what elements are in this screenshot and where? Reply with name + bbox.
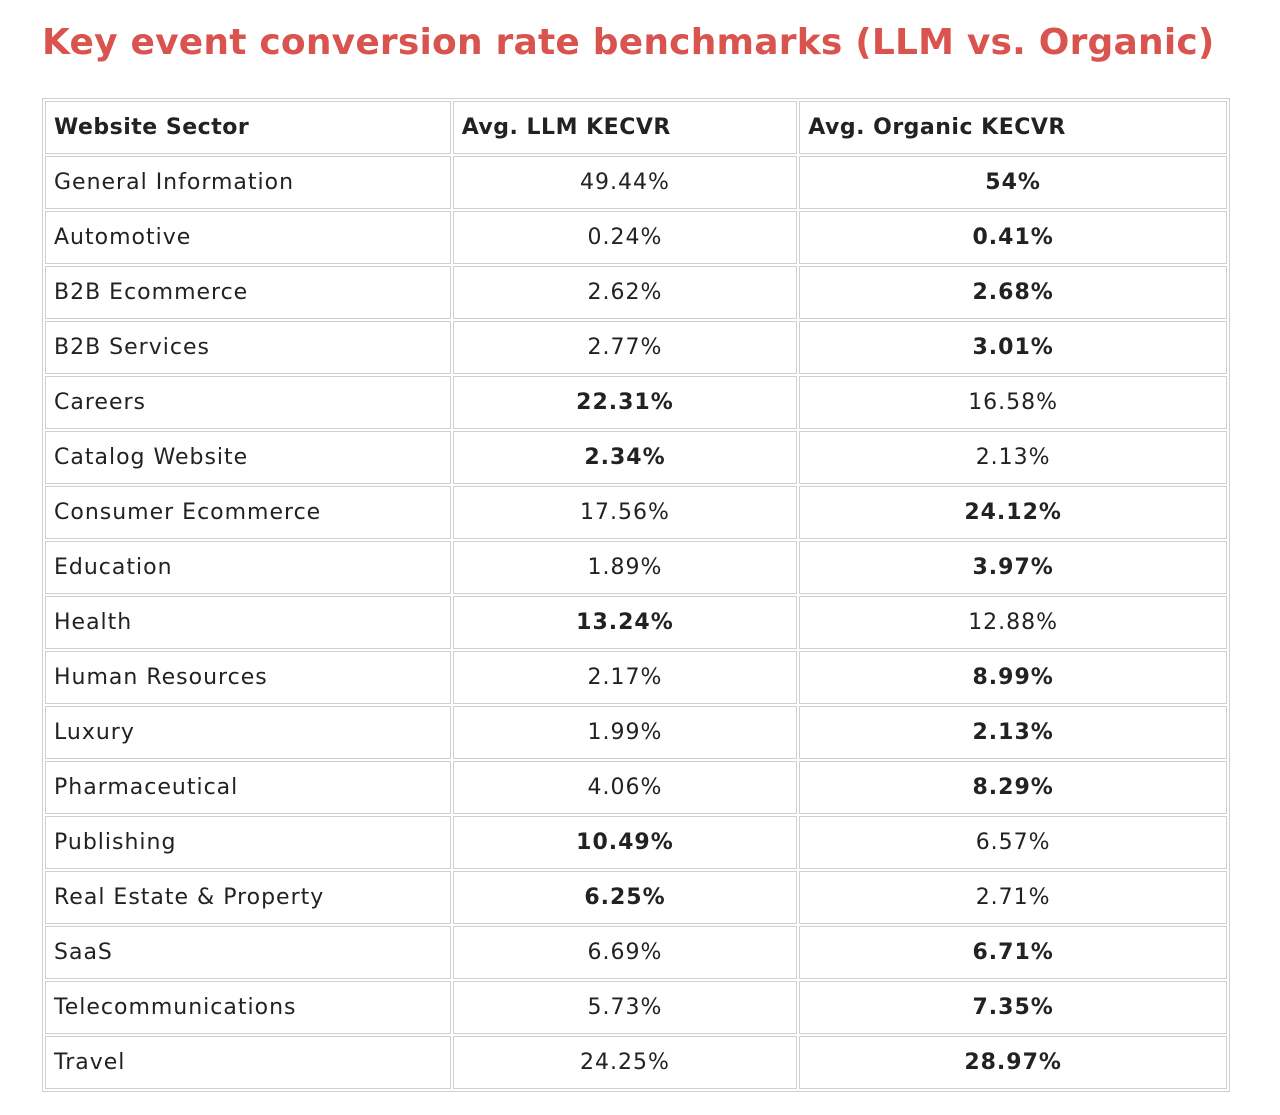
table-row: Luxury 1.99% 2.13% bbox=[45, 706, 1227, 759]
llm-kecvr-cell: 6.69% bbox=[452, 926, 798, 979]
table-row: Human Resources 2.17% 8.99% bbox=[45, 651, 1227, 704]
column-header-organic-kecvr: Avg. Organic KECVR bbox=[799, 101, 1227, 154]
organic-kecvr-cell: 8.29% bbox=[799, 761, 1227, 814]
llm-kecvr-cell: 6.25% bbox=[452, 871, 798, 924]
table-row: Careers 22.31% 16.58% bbox=[45, 376, 1227, 429]
table-row: Automotive 0.24% 0.41% bbox=[45, 211, 1227, 264]
sector-cell: Automotive bbox=[45, 211, 451, 264]
organic-kecvr-cell: 28.97% bbox=[799, 1036, 1227, 1089]
organic-kecvr-cell: 54% bbox=[799, 156, 1227, 209]
llm-kecvr-cell: 2.34% bbox=[452, 431, 798, 484]
sector-cell: Luxury bbox=[45, 706, 451, 759]
column-header-llm-kecvr: Avg. LLM KECVR bbox=[452, 101, 798, 154]
sector-cell: Pharmaceutical bbox=[45, 761, 451, 814]
organic-kecvr-cell: 16.58% bbox=[799, 376, 1227, 429]
organic-kecvr-cell: 8.99% bbox=[799, 651, 1227, 704]
table-row: Catalog Website 2.34% 2.13% bbox=[45, 431, 1227, 484]
sector-cell: Consumer Ecommerce bbox=[45, 486, 451, 539]
llm-kecvr-cell: 49.44% bbox=[452, 156, 798, 209]
organic-kecvr-cell: 12.88% bbox=[799, 596, 1227, 649]
organic-kecvr-cell: 2.13% bbox=[799, 431, 1227, 484]
table-row: Real Estate & Property 6.25% 2.71% bbox=[45, 871, 1227, 924]
table-row: B2B Services 2.77% 3.01% bbox=[45, 321, 1227, 374]
organic-kecvr-cell: 0.41% bbox=[799, 211, 1227, 264]
sector-cell: Catalog Website bbox=[45, 431, 451, 484]
table-row: Education 1.89% 3.97% bbox=[45, 541, 1227, 594]
llm-kecvr-cell: 1.89% bbox=[452, 541, 798, 594]
llm-kecvr-cell: 2.77% bbox=[452, 321, 798, 374]
sector-cell: Careers bbox=[45, 376, 451, 429]
organic-kecvr-cell: 6.71% bbox=[799, 926, 1227, 979]
sector-cell: Real Estate & Property bbox=[45, 871, 451, 924]
organic-kecvr-cell: 7.35% bbox=[799, 981, 1227, 1034]
organic-kecvr-cell: 2.13% bbox=[799, 706, 1227, 759]
table-body: General Information 49.44% 54% Automotive 0.… bbox=[45, 156, 1227, 1089]
organic-kecvr-cell: 2.71% bbox=[799, 871, 1227, 924]
table-row: Publishing 10.49% 6.57% bbox=[45, 816, 1227, 869]
table-row: Pharmaceutical 4.06% 8.29% bbox=[45, 761, 1227, 814]
llm-kecvr-cell: 1.99% bbox=[452, 706, 798, 759]
table-header-row: Website Sector Avg. LLM KECVR Avg. Organ… bbox=[45, 101, 1227, 154]
sector-cell: B2B Ecommerce bbox=[45, 266, 451, 319]
llm-kecvr-cell: 4.06% bbox=[452, 761, 798, 814]
sector-cell: Education bbox=[45, 541, 451, 594]
column-header-sector: Website Sector bbox=[45, 101, 451, 154]
sector-cell: B2B Services bbox=[45, 321, 451, 374]
table-row: SaaS 6.69% 6.71% bbox=[45, 926, 1227, 979]
llm-kecvr-cell: 24.25% bbox=[452, 1036, 798, 1089]
organic-kecvr-cell: 6.57% bbox=[799, 816, 1227, 869]
table-row: Telecommunications 5.73% 7.35% bbox=[45, 981, 1227, 1034]
page-title: Key event conversion rate benchmarks (LL… bbox=[42, 22, 1215, 63]
sector-cell: Human Resources bbox=[45, 651, 451, 704]
organic-kecvr-cell: 3.01% bbox=[799, 321, 1227, 374]
benchmark-table-container: Website Sector Avg. LLM KECVR Avg. Organ… bbox=[42, 98, 1230, 1092]
table-row: Travel 24.25% 28.97% bbox=[45, 1036, 1227, 1089]
sector-cell: Travel bbox=[45, 1036, 451, 1089]
llm-kecvr-cell: 5.73% bbox=[452, 981, 798, 1034]
sector-cell: General Information bbox=[45, 156, 451, 209]
llm-kecvr-cell: 17.56% bbox=[452, 486, 798, 539]
llm-kecvr-cell: 13.24% bbox=[452, 596, 798, 649]
benchmark-table: Website Sector Avg. LLM KECVR Avg. Organ… bbox=[42, 98, 1230, 1092]
sector-cell: Publishing bbox=[45, 816, 451, 869]
sector-cell: Telecommunications bbox=[45, 981, 451, 1034]
organic-kecvr-cell: 24.12% bbox=[799, 486, 1227, 539]
table-row: General Information 49.44% 54% bbox=[45, 156, 1227, 209]
sector-cell: Health bbox=[45, 596, 451, 649]
organic-kecvr-cell: 2.68% bbox=[799, 266, 1227, 319]
sector-cell: SaaS bbox=[45, 926, 451, 979]
table-row: Health 13.24% 12.88% bbox=[45, 596, 1227, 649]
table-row: B2B Ecommerce 2.62% 2.68% bbox=[45, 266, 1227, 319]
llm-kecvr-cell: 22.31% bbox=[452, 376, 798, 429]
llm-kecvr-cell: 2.62% bbox=[452, 266, 798, 319]
organic-kecvr-cell: 3.97% bbox=[799, 541, 1227, 594]
llm-kecvr-cell: 2.17% bbox=[452, 651, 798, 704]
llm-kecvr-cell: 0.24% bbox=[452, 211, 798, 264]
llm-kecvr-cell: 10.49% bbox=[452, 816, 798, 869]
table-row: Consumer Ecommerce 17.56% 24.12% bbox=[45, 486, 1227, 539]
